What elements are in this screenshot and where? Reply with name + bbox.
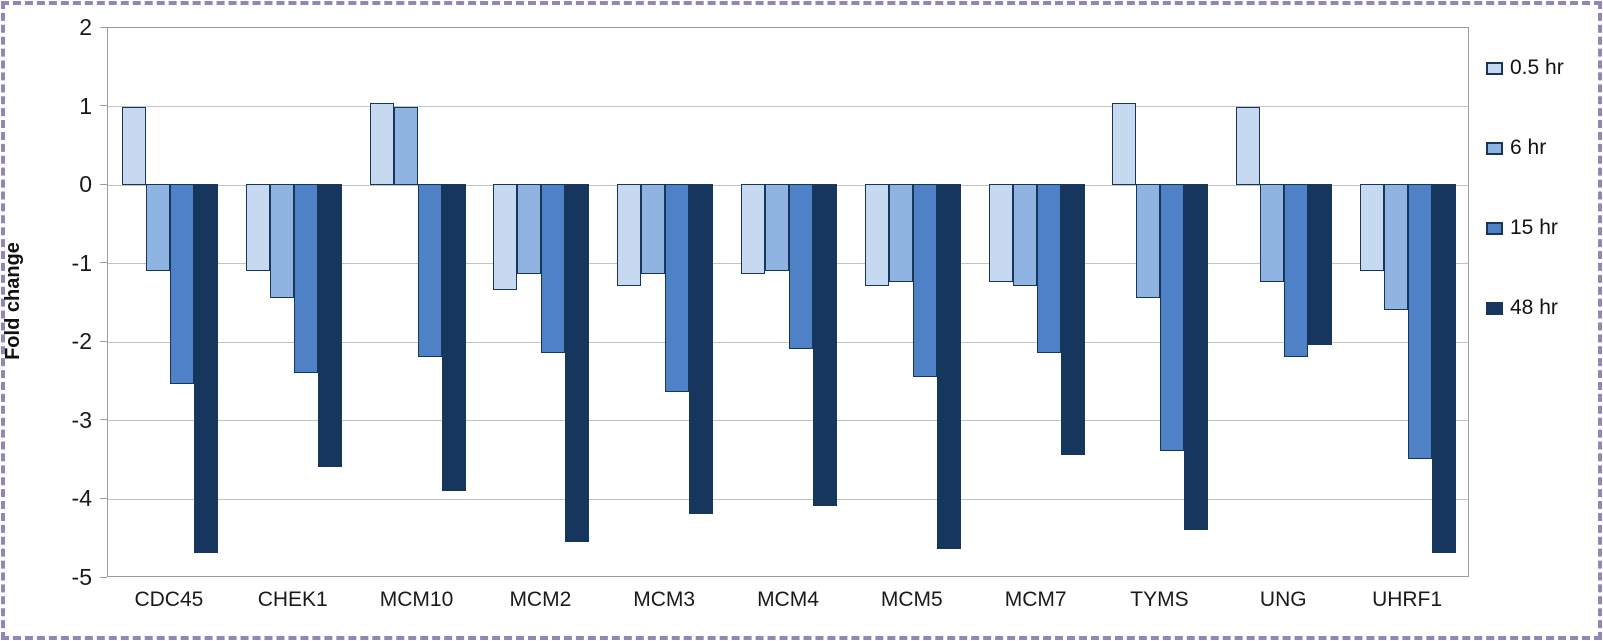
bar (765, 184, 789, 271)
bar (936, 184, 961, 550)
y-axis-tick (100, 497, 107, 499)
x-category-label: UNG (1259, 588, 1307, 611)
bar (689, 184, 714, 515)
bar (293, 184, 318, 373)
bar (541, 184, 566, 354)
bar (317, 184, 342, 467)
legend-item: 48 hr (1486, 296, 1564, 320)
bar (1260, 184, 1285, 283)
legend-swatch-icon (1486, 61, 1503, 75)
bar (813, 184, 837, 507)
legend-swatch-icon (1486, 301, 1503, 315)
legend-swatch-icon (1486, 221, 1503, 235)
bar (441, 184, 466, 491)
bar (665, 184, 690, 393)
legend-label: 48 hr (1510, 296, 1558, 319)
x-category-label: MCM10 (379, 588, 454, 611)
bar (912, 184, 937, 377)
bar (617, 184, 642, 287)
gridline (108, 498, 1468, 500)
bar (1184, 184, 1209, 530)
bar (888, 184, 913, 283)
legend-item: 0.5 hr (1486, 56, 1564, 80)
bar (169, 184, 194, 385)
y-axis-tick (100, 183, 107, 185)
bar (1284, 184, 1309, 357)
bar (741, 184, 765, 275)
gridline (108, 106, 1468, 108)
y-tick-label: -5 (71, 564, 92, 590)
y-tick-label: 1 (79, 92, 92, 119)
y-axis-tick (100, 26, 107, 28)
bar (1308, 184, 1333, 346)
gridline (108, 420, 1468, 422)
bar (1036, 184, 1061, 354)
legend-item: 6 hr (1486, 136, 1564, 160)
bar (1012, 184, 1037, 287)
y-axis-tick (100, 576, 107, 578)
bar (145, 184, 170, 271)
bar (121, 106, 146, 186)
y-tick-label: -4 (71, 485, 92, 512)
legend-item: 15 hr (1486, 216, 1564, 240)
x-category-label: CHEK1 (257, 588, 328, 611)
bar (393, 106, 418, 186)
bar (1112, 102, 1137, 186)
bar (988, 184, 1013, 283)
bar (1360, 184, 1385, 271)
legend-swatch-icon (1486, 141, 1503, 155)
x-category-label: MCM5 (880, 588, 943, 611)
bar (1060, 184, 1085, 456)
y-axis-tick (100, 262, 107, 264)
bar (641, 184, 666, 275)
bar (493, 184, 518, 291)
x-category-label: TYMS (1130, 588, 1189, 611)
bar (245, 184, 270, 271)
bar (269, 184, 294, 299)
bar (1384, 184, 1409, 310)
x-category-label: MCM2 (509, 588, 572, 611)
x-category-label: UHRF1 (1372, 588, 1443, 611)
x-category-label: MCM4 (757, 588, 819, 611)
x-category-label: MCM7 (1004, 588, 1067, 611)
bar (1160, 184, 1185, 452)
bar (1408, 184, 1433, 460)
y-axis-tick (100, 105, 107, 107)
y-tick-label: 2 (79, 14, 92, 40)
legend-label: 15 hr (1510, 216, 1558, 239)
bar (369, 102, 394, 186)
bar (1236, 106, 1261, 186)
bar (864, 184, 889, 287)
x-category-label: MCM3 (633, 588, 696, 611)
bar (1136, 184, 1161, 299)
legend-label: 6 hr (1510, 136, 1547, 159)
y-tick-label: -1 (71, 249, 92, 276)
bar (193, 184, 218, 554)
y-tick-label: -3 (71, 406, 92, 433)
y-axis-tick (100, 340, 107, 342)
bar (1432, 184, 1457, 554)
bar (517, 184, 542, 275)
y-tick-label: 0 (79, 171, 92, 198)
x-category-label: CDC45 (134, 588, 204, 611)
y-axis-tick (100, 419, 107, 421)
legend: 0.5 hr 6 hr 15 hr 48 hr (1486, 56, 1564, 376)
y-tick-label: -2 (71, 328, 92, 355)
legend-label: 0.5 hr (1510, 56, 1564, 79)
bar (789, 184, 813, 350)
bar (417, 184, 442, 357)
gridline (108, 341, 1468, 343)
bar (565, 184, 590, 542)
plot-area (107, 27, 1469, 577)
y-axis-title: Fold change (2, 242, 24, 360)
